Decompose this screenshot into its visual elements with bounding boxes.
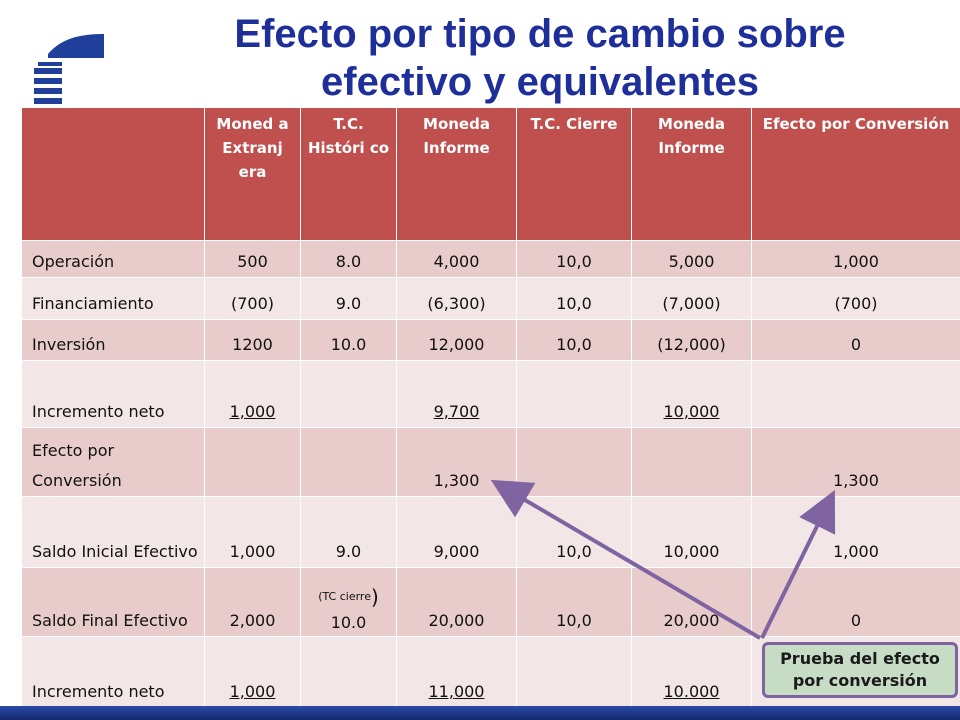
cell: 9.0	[300, 276, 397, 320]
cell: (700)	[751, 276, 960, 320]
cell: 20,000	[396, 566, 517, 637]
company-logo-icon	[34, 34, 104, 104]
cell: 1,300	[396, 426, 517, 497]
cell: 10,0	[516, 276, 632, 320]
cell-value: 10.000	[663, 681, 720, 701]
cell: 500	[204, 239, 301, 278]
row-label: Saldo Inicial Efectivo	[21, 495, 205, 568]
cell	[300, 359, 397, 428]
table-row: Operación 500 8.0 4,000 10,0 5,000 1,000	[21, 239, 960, 278]
cell: 10,0	[516, 495, 632, 568]
row-label: Financiamiento	[21, 276, 205, 320]
header-blank	[21, 108, 205, 240]
cell: 1,000	[204, 495, 301, 568]
cell: 1,000	[204, 635, 301, 708]
cell-value: 1,000	[229, 681, 276, 701]
cell-value: 10.0	[330, 612, 367, 632]
cell: 9.0	[300, 495, 397, 568]
cell: 10,0	[516, 566, 632, 637]
cell-value: 9,700	[433, 401, 480, 421]
cell: 10.0	[300, 318, 397, 361]
footer-bar	[0, 706, 960, 720]
callout-prueba-efecto: Prueba del efecto por conversión	[762, 642, 958, 698]
cell: 9,000	[396, 495, 517, 568]
cell: 4,000	[396, 239, 517, 278]
page-title: Efecto por tipo de cambio sobre efectivo…	[120, 10, 960, 106]
row-label: Saldo Final Efectivo	[21, 566, 205, 637]
row-label: Inversión	[21, 318, 205, 361]
table-row: Incremento neto 1,000 9,700 10,000	[21, 359, 960, 428]
callout-line-1: Prueba del efecto	[780, 649, 940, 668]
cell-value: 10,000	[663, 401, 720, 421]
header-efecto-conversion: Efecto por Conversión	[751, 108, 960, 240]
cell	[516, 635, 632, 708]
cell: 10,000	[631, 495, 752, 568]
cell	[516, 359, 632, 428]
cash-flow-table: Moned a Extranj era T.C. Históri co Mone…	[21, 108, 960, 708]
cell: 10,000	[631, 359, 752, 428]
cell	[631, 426, 752, 497]
cell: (6,300)	[396, 276, 517, 320]
table-row: Incremento neto 1,000 11,000 10.000	[21, 635, 960, 708]
table-row: Efecto por Conversión 1,300 1,300	[21, 426, 960, 497]
header-moneda-extranjera: Moned a Extranj era	[204, 108, 301, 240]
cell: (700)	[204, 276, 301, 320]
table-row: Saldo Final Efectivo 2,000 (TC cierre) 1…	[21, 566, 960, 637]
header-tc-cierre: T.C. Cierre	[516, 108, 632, 240]
header-tc-historico: T.C. Históri co	[300, 108, 397, 240]
cell: 0	[751, 318, 960, 361]
cell: (7,000)	[631, 276, 752, 320]
title-line-2: efectivo y equivalentes	[321, 60, 759, 104]
cell: (12,000)	[631, 318, 752, 361]
cell: (TC cierre) 10.0	[300, 566, 397, 637]
table-row: Financiamiento (700) 9.0 (6,300) 10,0 (7…	[21, 276, 960, 320]
row-label: Operación	[21, 239, 205, 278]
cell	[751, 359, 960, 428]
row-label: Incremento neto	[21, 359, 205, 428]
cell: 9,700	[396, 359, 517, 428]
row-label: Efecto por Conversión	[21, 426, 205, 497]
cell	[300, 635, 397, 708]
header-moneda-informe-2: Moneda Informe	[631, 108, 752, 240]
cell	[300, 426, 397, 497]
callout-line-2: por conversión	[792, 671, 928, 690]
cell: 1,000	[204, 359, 301, 428]
cell: 1,300	[751, 426, 960, 497]
cell: 10.000	[631, 635, 752, 708]
cell: 1200	[204, 318, 301, 361]
cell: 10,0	[516, 239, 632, 278]
cell: 12,000	[396, 318, 517, 361]
cell: 0	[751, 566, 960, 637]
table-row: Saldo Inicial Efectivo 1,000 9.0 9,000 1…	[21, 495, 960, 568]
row-label: Incremento neto	[21, 635, 205, 708]
cell: 11,000	[396, 635, 517, 708]
cell-value: 11,000	[428, 681, 485, 701]
cell: 2,000	[204, 566, 301, 637]
tc-cierre-note: (TC cierre	[318, 589, 371, 603]
table-row: Inversión 1200 10.0 12,000 10,0 (12,000)…	[21, 318, 960, 361]
cell	[516, 426, 632, 497]
cell: 5,000	[631, 239, 752, 278]
header-moneda-informe: Moneda Informe	[396, 108, 517, 240]
tc-cierre-paren: )	[370, 584, 379, 609]
cell-value: 1,000	[229, 401, 276, 421]
cell: 1,000	[751, 239, 960, 278]
table-header-row: Moned a Extranj era T.C. Históri co Mone…	[21, 108, 960, 240]
cell: 10,0	[516, 318, 632, 361]
cell: 1,000	[751, 495, 960, 568]
cell: 20,000	[631, 566, 752, 637]
title-line-1: Efecto por tipo de cambio sobre	[234, 12, 846, 56]
cell	[204, 426, 301, 497]
cell: 8.0	[300, 239, 397, 278]
